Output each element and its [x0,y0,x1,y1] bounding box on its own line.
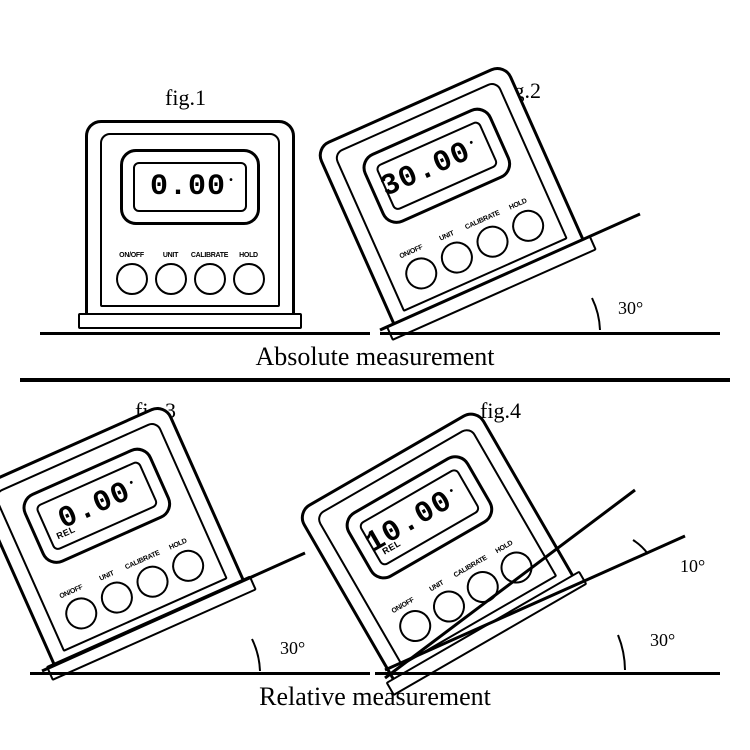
fig1-label: fig.1 [165,85,206,111]
unit-button[interactable] [155,263,187,295]
fig3-incline [30,565,370,675]
fig1-device-wrap: 0.00• ON/OFF UNIT CALIBRATE HOLD [85,120,295,320]
section2-title: Relative measurement [0,682,750,712]
lcd-reading: 0.00• [150,172,235,202]
device-body: 0.00• ON/OFF UNIT CALIBRATE HOLD [85,120,295,320]
btn-label-onoff: ON/OFF [119,252,144,259]
button-row: ON/OFF UNIT CALIBRATE HOLD [112,235,268,295]
fig4-inclines [375,530,725,675]
section1-title: Absolute measurement [0,342,750,372]
lcd-frame: 0.00• [120,149,260,225]
btn-label-unit: UNIT [163,252,178,259]
section-divider [20,378,730,382]
hold-button[interactable] [233,263,265,295]
calibrate-button[interactable] [194,263,226,295]
lcd-reading: 30.00• [377,134,484,204]
rel-indicator: REL [55,524,77,541]
fig1-ground [40,332,370,335]
lcd-screen: 0.00• [133,162,247,212]
device-base [78,313,302,329]
btn-label-calibrate: CALIBRATE [191,252,228,259]
device-inner: 0.00• ON/OFF UNIT CALIBRATE HOLD [100,133,280,307]
fig4-angle-10: 10° [680,556,705,577]
btn-label-hold: HOLD [239,252,258,259]
fig4-label: fig.4 [480,398,521,424]
fig3-angle-30: 30° [280,638,305,659]
fig2-angle-30: 30° [618,298,643,319]
onoff-button[interactable] [116,263,148,295]
fig2-incline [380,230,720,340]
fig4-angle-30: 30° [650,630,675,651]
